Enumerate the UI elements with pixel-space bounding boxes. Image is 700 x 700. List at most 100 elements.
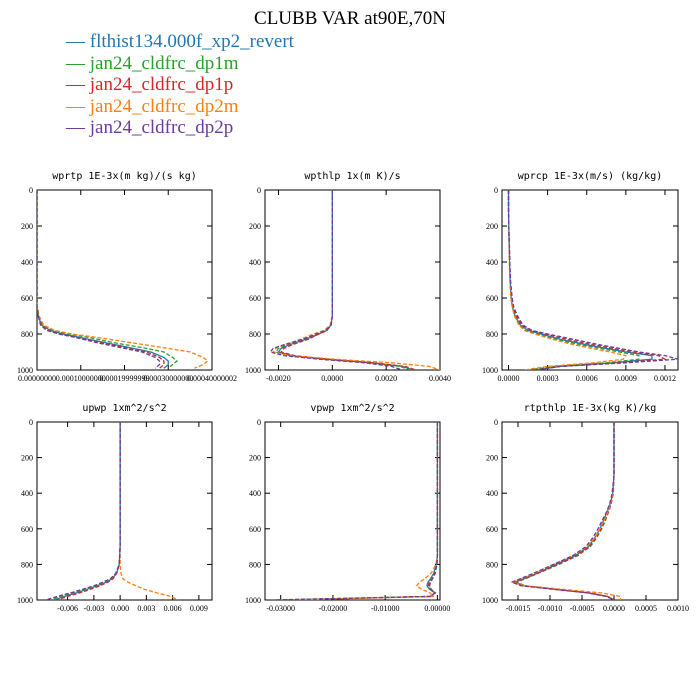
legend-swatch: — <box>66 117 90 138</box>
x-tick-label: 0.0000 <box>498 374 520 383</box>
x-tick-label: -0.02000 <box>319 604 348 613</box>
x-tick-label: 0.0010 <box>667 604 689 613</box>
y-tick-label: 800 <box>249 560 261 569</box>
series-line-4 <box>37 190 209 369</box>
legend-swatch: — <box>66 31 90 52</box>
x-tick-label: -0.0010 <box>538 604 563 613</box>
x-tick-label: 0.0005 <box>635 604 657 613</box>
x-tick-label: 0.0000 <box>321 374 343 383</box>
legend-swatch: — <box>66 52 90 74</box>
x-tick-label: 0.003 <box>137 604 155 613</box>
y-tick-label: 400 <box>249 258 261 267</box>
y-tick-label: 200 <box>249 222 261 231</box>
y-tick-label: 600 <box>486 525 498 534</box>
legend: — flthist134.000f_xp2_revert — jan24_cld… <box>66 31 294 139</box>
y-tick-label: 800 <box>249 330 261 339</box>
panel-title: wpthlp 1x(m K)/s <box>304 171 400 182</box>
y-tick-label: 600 <box>21 525 33 534</box>
y-tick-label: 600 <box>249 525 261 534</box>
series-line-5 <box>37 190 161 369</box>
series-line-5 <box>509 422 615 600</box>
y-tick-label: 0 <box>29 418 33 427</box>
legend-label: flthist134.000f_xp2_revert <box>89 31 294 52</box>
x-tick-label: -0.01000 <box>371 604 400 613</box>
y-tick-label: 800 <box>486 330 498 339</box>
series-line-1 <box>54 422 121 600</box>
legend-label: jan24_cldfrc_dp2m <box>89 95 239 117</box>
y-tick-label: 400 <box>21 489 33 498</box>
series-line-4 <box>510 422 622 600</box>
legend-item-2: — jan24_cldfrc_dp1m <box>66 53 294 75</box>
legend-label: jan24_cldfrc_dp1p <box>89 74 234 95</box>
y-tick-label: 400 <box>21 258 33 267</box>
y-tick-label: 400 <box>486 489 498 498</box>
legend-swatch: — <box>66 95 90 117</box>
y-tick-label: 600 <box>486 294 498 303</box>
x-tick-label: -0.0020 <box>266 374 291 383</box>
x-tick-label: 0.0020 <box>375 374 397 383</box>
legend-label: jan24_cldfrc_dp2p <box>89 117 234 138</box>
y-tick-label: 1000 <box>482 596 498 605</box>
panel-title: wprcp 1E-3x(m/s) (kg/kg) <box>518 171 663 182</box>
series-line-3 <box>56 422 121 600</box>
y-tick-label: 600 <box>249 294 261 303</box>
plot-frame <box>264 421 441 601</box>
x-tick-label: 0.0040 <box>429 374 451 383</box>
series-line-3 <box>275 422 439 600</box>
y-tick-label: 0 <box>257 186 261 195</box>
x-tick-label: 0.0003 <box>537 374 559 383</box>
x-tick-label: -0.0015 <box>506 604 531 613</box>
x-tick-label: 0.000 <box>111 604 129 613</box>
series-line-2 <box>37 190 179 369</box>
x-tick-label: 0.0006 <box>576 374 598 383</box>
legend-item-4: — jan24_cldfrc_dp2m <box>66 96 294 118</box>
y-tick-label: 200 <box>486 454 498 463</box>
x-tick-label: 0.009 <box>190 604 208 613</box>
chart-title: CLUBB VAR at90E,70N <box>254 8 446 29</box>
y-tick-label: 600 <box>21 294 33 303</box>
y-tick-label: 800 <box>21 330 33 339</box>
y-tick-label: 0 <box>29 186 33 195</box>
series-line-4 <box>291 422 439 600</box>
y-tick-label: 1000 <box>482 366 498 375</box>
legend-swatch: — <box>66 74 90 95</box>
x-tick-label: 0.006 <box>164 604 182 613</box>
x-tick-label: 0.00000000 <box>18 374 56 383</box>
plot-frame <box>36 421 213 601</box>
y-tick-label: 200 <box>21 454 33 463</box>
y-tick-label: 0 <box>257 418 261 427</box>
x-tick-label: -0.0005 <box>570 604 595 613</box>
x-tick-label: -0.03000 <box>266 604 295 613</box>
panel-title: wprtp 1E-3x(m kg)/(s kg) <box>52 171 197 182</box>
x-tick-label: -0.003 <box>84 604 105 613</box>
series-line-2 <box>514 422 615 600</box>
series-line-5 <box>45 422 121 600</box>
plot-frame <box>501 189 679 371</box>
y-tick-label: 1000 <box>245 596 261 605</box>
y-tick-label: 1000 <box>245 366 261 375</box>
panel-title: upwp 1xm^2/s^2 <box>82 403 166 414</box>
x-tick-label: 0.0009 <box>615 374 637 383</box>
y-tick-label: 1000 <box>17 596 33 605</box>
legend-item-3: — jan24_cldfrc_dp1p <box>66 74 294 96</box>
x-tick-label: 0.00010000000 <box>56 374 106 383</box>
x-tick-label: 0.0000 <box>603 604 625 613</box>
series-line-1 <box>512 422 615 600</box>
plot-frame <box>264 189 441 371</box>
x-tick-label: -0.006 <box>57 604 78 613</box>
x-tick-label: 0.00000 <box>424 604 450 613</box>
y-tick-label: 400 <box>486 258 498 267</box>
y-tick-label: 200 <box>21 222 33 231</box>
y-tick-label: 1000 <box>17 366 33 375</box>
x-tick-label: 0.0012 <box>654 374 676 383</box>
x-tick-label: 0.00030000000 <box>143 374 193 383</box>
legend-item-1: — flthist134.000f_xp2_revert <box>66 31 294 53</box>
y-tick-label: 800 <box>486 560 498 569</box>
legend-item-5: — jan24_cldfrc_dp2p <box>66 117 294 139</box>
